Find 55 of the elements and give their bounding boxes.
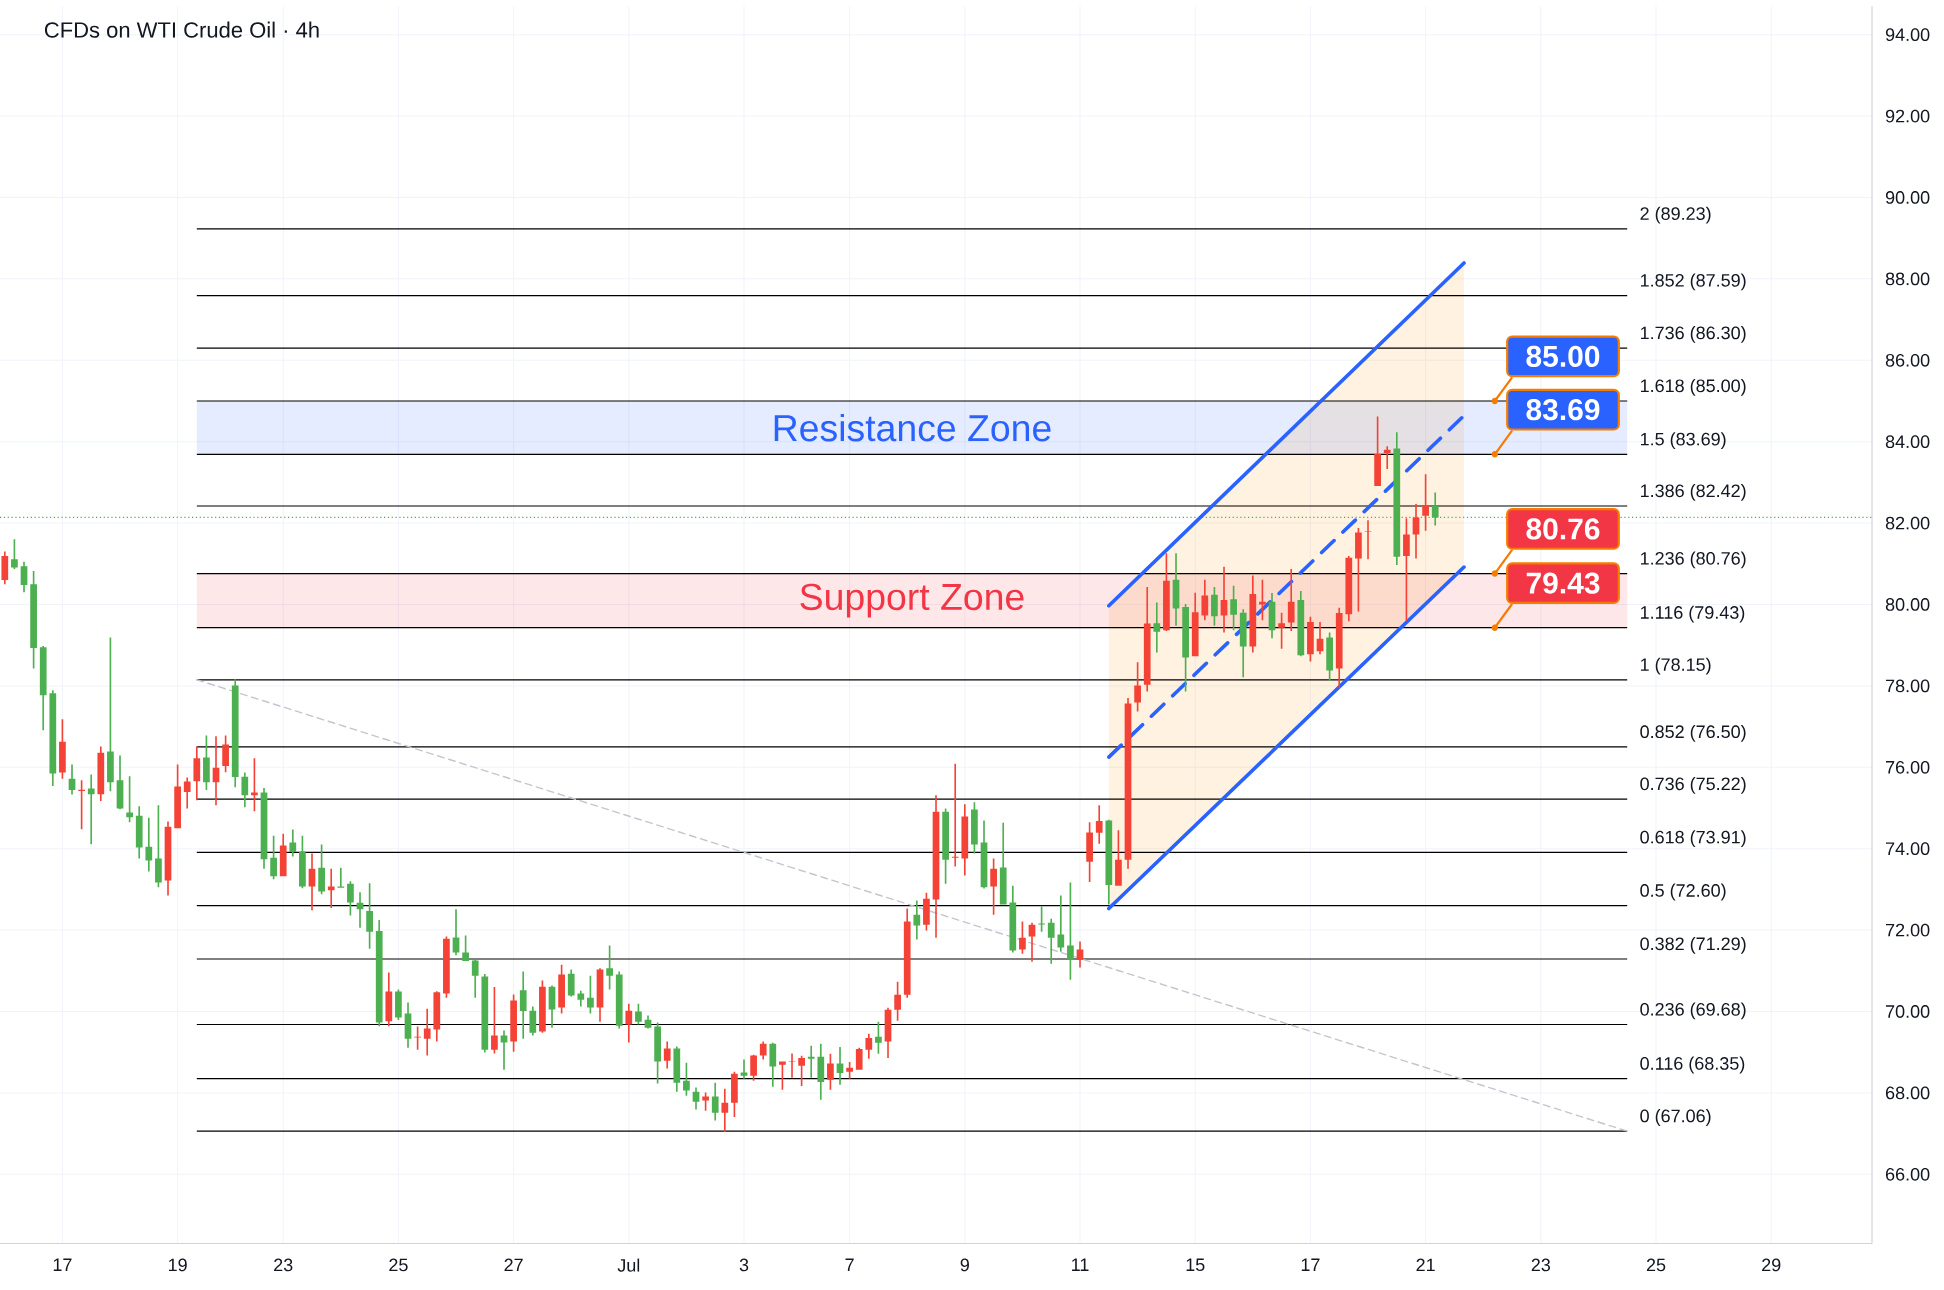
x-tick-label: 23	[1531, 1258, 1551, 1272]
ref-line-label: 0.852 (76.50)	[1640, 724, 1746, 742]
x-tick-label: 3	[739, 1258, 749, 1272]
y-tick-label: 74.00	[1885, 842, 1930, 856]
annotation: 79.43	[1526, 572, 1600, 594]
ref-line-label: 2 (89.23)	[1640, 206, 1711, 224]
ref-line-label: 0 (67.06)	[1640, 1109, 1711, 1126]
annotation: 83.69	[1526, 399, 1600, 421]
y-tick-label: 82.00	[1885, 516, 1930, 530]
y-tick-label: 72.00	[1885, 923, 1930, 937]
y-tick-label: 68.00	[1885, 1086, 1930, 1100]
ref-line-label: 1.5 (83.69)	[1640, 432, 1726, 450]
y-tick-label: 76.00	[1885, 760, 1930, 774]
y-tick-label: 70.00	[1885, 1005, 1930, 1018]
y-tick-label: 92.00	[1885, 109, 1930, 123]
ref-line-label: 1.852 (87.59)	[1640, 273, 1746, 291]
y-tick-label: 66.00	[1885, 1167, 1930, 1181]
x-tick-label: 21	[1416, 1258, 1435, 1272]
ref-line-label: 0.236 (69.68)	[1640, 1002, 1746, 1020]
y-tick-label: 90.00	[1885, 191, 1930, 204]
y-tick-label: 86.00	[1885, 353, 1930, 367]
y-tick-label: 78.00	[1885, 679, 1930, 693]
x-tick-label: 27	[504, 1258, 523, 1272]
ref-line-label: 1.116 (79.43)	[1640, 605, 1745, 623]
ref-line-label: 0.618 (73.91)	[1640, 830, 1746, 848]
x-tick-label: 19	[168, 1258, 187, 1272]
y-tick-label: 94.00	[1885, 28, 1930, 42]
ref-line-label: 1.736 (86.30)	[1640, 326, 1746, 343]
x-tick-label: 11	[1072, 1258, 1089, 1271]
annotation: 80.76	[1526, 518, 1600, 540]
legend-label: Resistance Zone	[774, 413, 1051, 442]
ref-line-label: 0.736 (75.22)	[1640, 776, 1746, 794]
x-tick-label: 17	[53, 1258, 72, 1271]
x-tick-label: 15	[1186, 1258, 1205, 1272]
ref-line-label: 0.116 (68.35)	[1640, 1056, 1745, 1074]
annotation: 85.00	[1526, 345, 1600, 367]
ref-line-label: 1.236 (80.76)	[1640, 551, 1746, 569]
ref-line-label: 1 (78.15)	[1640, 657, 1711, 675]
ref-line-label: 1.618 (85.00)	[1640, 378, 1746, 396]
x-tick-label: 25	[1646, 1258, 1666, 1272]
x-tick-label: 7	[845, 1258, 854, 1271]
ref-line-label: 0.5 (72.60)	[1640, 883, 1726, 901]
x-tick-label: 17	[1301, 1258, 1320, 1271]
y-tick-label: 80.00	[1885, 598, 1930, 611]
ref-line-label: 0.382 (71.29)	[1640, 936, 1746, 954]
text: CFDs on WTI Crude Oil · 4h	[44, 21, 319, 38]
x-tick-label: 25	[389, 1258, 408, 1272]
legend-label: Support Zone	[800, 583, 1024, 618]
x-tick-label: 29	[1762, 1258, 1781, 1272]
ref-line-label: 1.386 (82.42)	[1640, 483, 1746, 501]
x-tick-label: Jul	[617, 1258, 640, 1272]
y-tick-label: 84.00	[1885, 435, 1930, 449]
x-tick-label: 9	[960, 1258, 969, 1272]
y-tick-label: 88.00	[1885, 272, 1930, 286]
x-tick-label: 23	[274, 1258, 293, 1272]
